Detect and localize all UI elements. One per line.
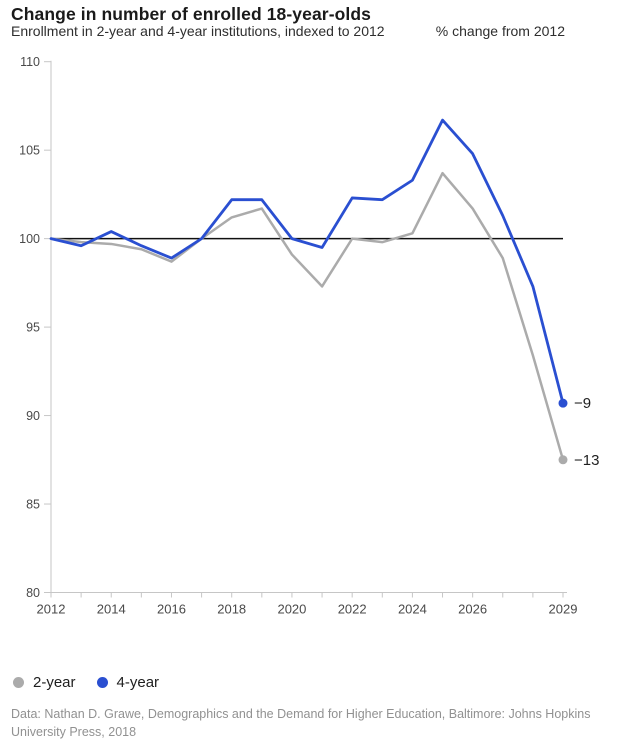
y-tick-label: 80	[26, 586, 40, 600]
x-tick-label: 2022	[338, 602, 367, 617]
y-tick-label: 95	[26, 321, 40, 335]
y-tick-label: 105	[19, 144, 40, 158]
axis-unit-label: % change from 2012	[435, 23, 565, 39]
legend-item-4-year: 4-year	[96, 674, 160, 691]
y-tick-label: 110	[20, 55, 40, 69]
line-chart: 110 105 100 95 90 85 80 2012 2014 2016 2018 2020 202…	[19, 55, 599, 617]
x-tick-label: 2016	[157, 602, 186, 617]
chart-title: Change in number of enrolled 18-year-old…	[11, 4, 371, 24]
y-tick-label: 90	[26, 409, 40, 423]
x-tick-label: 2018	[217, 602, 246, 617]
x-tick-label: 2014	[97, 602, 126, 617]
y-tick-label: 100	[19, 232, 40, 246]
legend-label-4-year: 4-year	[116, 674, 160, 691]
series-line-4-year	[49, 118, 565, 405]
chart-subtitle: Enrollment in 2-year and 4-year institut…	[11, 23, 385, 39]
x-tick-label: 2029	[549, 602, 578, 617]
y-tick-label: 85	[26, 498, 40, 512]
series-end-label-2-year: −13	[574, 452, 599, 469]
x-tick-label: 2026	[458, 602, 487, 617]
series-endpoint-dot-2-year	[558, 455, 568, 465]
legend-label-2-year: 2-year	[33, 674, 76, 691]
x-tick-label: 2020	[277, 602, 306, 617]
series-line-2-year	[49, 171, 565, 462]
series-end-label-4-year: −9	[574, 395, 591, 412]
legend-dot-4-year-icon	[96, 677, 108, 688]
legend-dot-2-year-icon	[13, 677, 24, 688]
chart-legend: 2-year 4-year	[13, 674, 159, 691]
x-tick-label: 2012	[37, 602, 66, 617]
legend-item-2-year: 2-year	[13, 674, 76, 691]
series-endpoint-dot-4-year	[558, 398, 568, 408]
source-note: Data: Nathan D. Grawe, Demographics and …	[11, 707, 591, 740]
x-tick-label: 2024	[398, 602, 427, 617]
